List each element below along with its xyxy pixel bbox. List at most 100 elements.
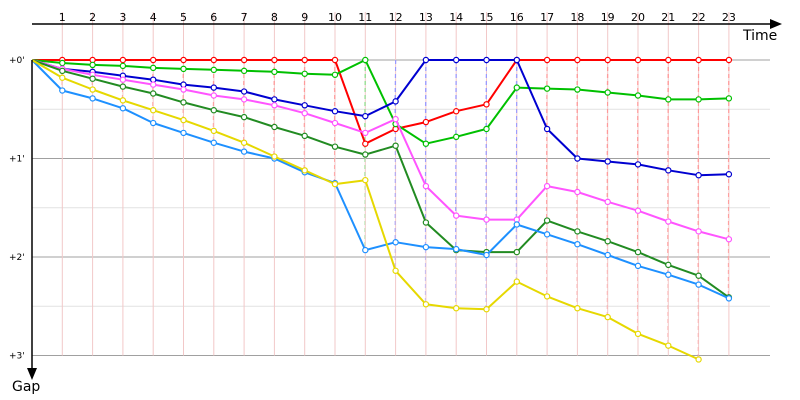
data-point — [180, 129, 187, 137]
data-point — [149, 107, 157, 114]
x-tick-label: 3 — [119, 11, 126, 24]
data-point — [574, 86, 581, 93]
grid — [32, 12, 770, 356]
data-point — [634, 161, 642, 168]
data-point — [725, 171, 733, 178]
data-point — [604, 56, 611, 64]
data-point — [331, 108, 339, 115]
x-tick-label: 20 — [631, 11, 645, 24]
data-point — [695, 356, 702, 363]
data-point — [665, 271, 672, 278]
series-line — [31, 59, 730, 300]
data-point — [301, 102, 308, 109]
data-point — [331, 71, 339, 78]
data-point — [695, 272, 702, 279]
data-point — [240, 148, 248, 155]
data-point — [422, 182, 430, 190]
y-tick-label: +1' — [9, 155, 25, 165]
leader-connector — [394, 59, 397, 271]
data-point — [149, 56, 157, 64]
data-point — [89, 61, 96, 69]
data-point — [180, 116, 187, 124]
x-tick-label: 18 — [570, 11, 584, 24]
x-tick-label: 13 — [419, 11, 433, 24]
x-tick-label: 19 — [601, 11, 615, 24]
data-point — [634, 330, 642, 338]
data-point — [453, 108, 460, 115]
data-point — [513, 84, 521, 91]
data-point — [725, 95, 733, 102]
leader-connector — [667, 59, 669, 346]
data-point — [362, 176, 369, 184]
data-point — [422, 56, 430, 64]
data-point — [149, 81, 157, 88]
leader-connector — [364, 59, 366, 181]
data-point — [210, 66, 217, 74]
leader-connector — [273, 59, 275, 157]
data-point — [665, 56, 672, 64]
axes — [27, 19, 782, 380]
data-point — [240, 56, 248, 64]
leader-connector — [424, 59, 427, 305]
data-point — [634, 207, 642, 214]
series-line — [31, 59, 729, 177]
data-point — [59, 59, 66, 67]
data-point — [543, 182, 551, 190]
data-point — [604, 251, 611, 259]
data-point — [362, 112, 369, 120]
series-lines — [31, 56, 733, 363]
x-tick-label: 7 — [241, 11, 248, 24]
data-point — [392, 267, 399, 274]
x-axis-title: Time — [742, 28, 777, 44]
data-point — [543, 217, 551, 224]
y-axis-arrow — [27, 368, 37, 380]
data-point — [604, 158, 611, 165]
data-point — [301, 56, 308, 64]
y-tick-label: +0' — [9, 56, 25, 66]
x-tick-label: 4 — [150, 11, 157, 24]
data-point — [695, 96, 702, 103]
data-point — [483, 306, 490, 313]
x-tick-label: 14 — [449, 11, 463, 24]
data-point — [604, 89, 611, 96]
data-point — [149, 90, 157, 97]
data-point — [543, 293, 551, 300]
data-point — [180, 65, 187, 73]
data-point — [301, 167, 308, 174]
data-point — [362, 56, 369, 64]
series-line — [31, 59, 730, 241]
data-point — [149, 119, 157, 127]
data-point — [210, 56, 217, 64]
data-point — [725, 56, 733, 64]
data-point — [362, 246, 369, 254]
data-point — [210, 139, 217, 146]
leader-connector — [697, 59, 700, 360]
data-point — [574, 240, 581, 248]
data-point — [119, 83, 127, 90]
data-point — [331, 119, 339, 127]
data-point — [301, 70, 308, 77]
y-tick-label: +3' — [9, 352, 25, 362]
data-point — [422, 140, 430, 147]
data-point — [665, 342, 672, 349]
data-point — [453, 305, 460, 312]
leader-connector — [576, 59, 578, 309]
leader-connector — [727, 59, 730, 299]
data-point — [362, 129, 369, 137]
x-tick-label: 12 — [389, 11, 403, 24]
data-point — [180, 99, 187, 106]
data-point — [210, 107, 217, 114]
data-point — [331, 56, 339, 64]
data-point — [89, 86, 96, 93]
leader-connector — [303, 59, 306, 171]
data-point — [453, 245, 460, 253]
x-tick-label: 17 — [540, 11, 554, 24]
data-point — [483, 125, 490, 133]
data-point — [271, 123, 278, 131]
x-axis-arrow — [770, 19, 782, 29]
data-point — [59, 74, 66, 81]
data-point — [695, 281, 702, 288]
data-point — [695, 228, 702, 235]
data-point — [574, 305, 581, 312]
